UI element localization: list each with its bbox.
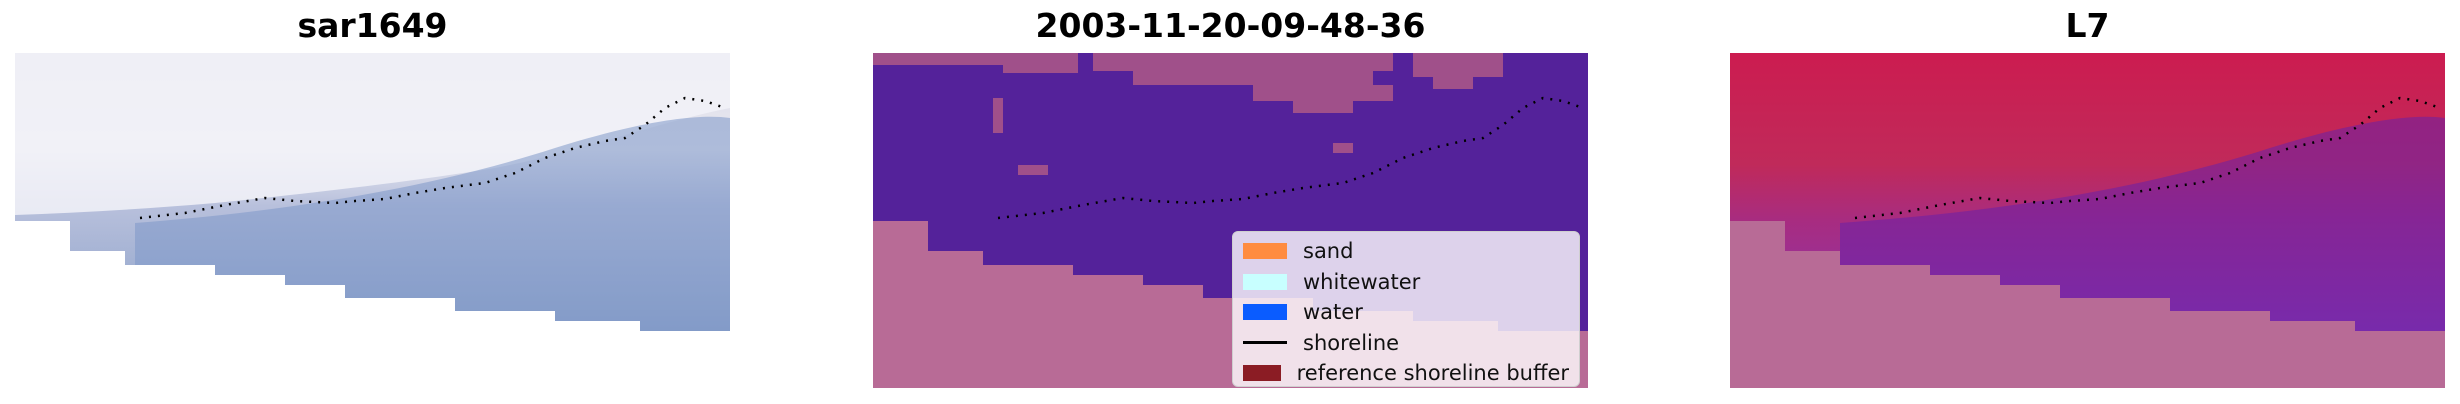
legend-item-reference-buffer: reference shoreline buffer: [1243, 358, 1569, 389]
whitewater-swatch: [1243, 273, 1287, 290]
water-index-region: [1840, 116, 2445, 331]
cloud-mask-patches: [873, 53, 1503, 175]
shoreline: [997, 96, 1584, 220]
legend-label: water: [1303, 300, 1363, 325]
legend-label: reference shoreline buffer: [1296, 361, 1569, 386]
legend-item-water: water: [1243, 297, 1569, 328]
sand-swatch: [1243, 243, 1287, 260]
shoreline-line-swatch: [1243, 341, 1287, 345]
shoreline: [139, 96, 726, 220]
panel-title-sar1649: sar1649: [297, 6, 448, 45]
reference-buffer-swatch: [1243, 365, 1281, 382]
legend-label: sand: [1303, 239, 1354, 264]
water-swatch: [1243, 304, 1287, 321]
legend: sand whitewater water shoreline referenc…: [1232, 231, 1580, 387]
panel-title-date: 2003-11-20-09-48-36: [1035, 6, 1426, 45]
shoreline: [1854, 96, 2441, 220]
legend-item-sand: sand: [1243, 236, 1569, 267]
legend-label: shoreline: [1303, 330, 1400, 355]
legend-label: whitewater: [1303, 269, 1421, 294]
image-panel-l7: [1730, 53, 2445, 388]
index-image: [1730, 53, 2445, 388]
rgb-image: [15, 53, 730, 331]
panel-title-l7: L7: [2065, 6, 2110, 45]
cloud-region: [15, 53, 730, 215]
legend-item-shoreline: shoreline: [1243, 328, 1569, 359]
image-panel-sar1649: [15, 53, 730, 388]
legend-item-whitewater: whitewater: [1243, 267, 1569, 298]
water-region: [135, 116, 730, 331]
